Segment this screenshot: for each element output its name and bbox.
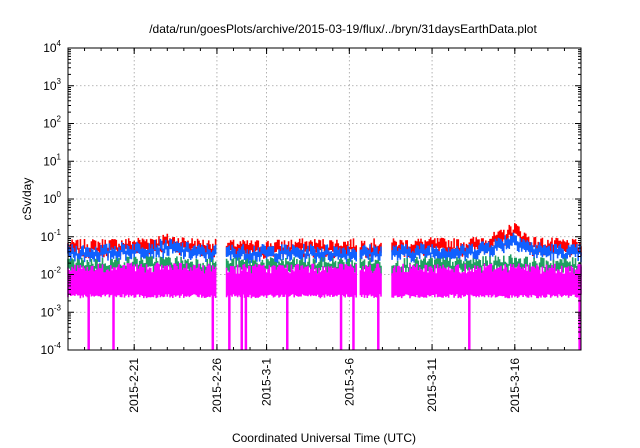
- y-tick-label: 101: [43, 152, 61, 168]
- x-tick-labels: 2015-2-21 2015-2-26 2015-3-1 2015-3-6 2015-3…: [127, 358, 522, 413]
- magenta-dropouts: [87, 294, 581, 350]
- y-tick-label: 10-4: [41, 341, 62, 357]
- y-axis-label: cSv/day: [20, 178, 34, 221]
- x-tick-label: 2015-3-6: [342, 358, 356, 406]
- x-axis-label: Coordinated Universal Time (UTC): [232, 431, 416, 445]
- x-tick-label: 2015-2-21: [127, 358, 141, 413]
- x-tick-label: 2015-3-1: [260, 358, 274, 406]
- data-series: [67, 223, 582, 350]
- x-tick-label: 2015-3-16: [508, 358, 522, 413]
- chart-title: /data/run/goesPlots/archive/2015-03-19/f…: [149, 22, 537, 36]
- y-tick-label: 100: [43, 190, 61, 206]
- y-tick-label: 104: [43, 39, 61, 55]
- y-tick-label: 103: [43, 77, 61, 93]
- axis-ticks: [67, 47, 582, 351]
- x-tick-label: 2015-3-11: [425, 358, 439, 412]
- grid-lines: [68, 48, 581, 350]
- y-tick-label: 102: [43, 115, 61, 131]
- y-tick-label: 10-3: [41, 303, 62, 319]
- y-tick-label: 10-1: [41, 228, 62, 244]
- y-tick-label: 10-2: [41, 266, 62, 282]
- y-tick-labels: 10-4 10-3 10-2 10-1 100 101 102 103 104: [41, 39, 62, 357]
- x-tick-label: 2015-2-26: [210, 358, 224, 413]
